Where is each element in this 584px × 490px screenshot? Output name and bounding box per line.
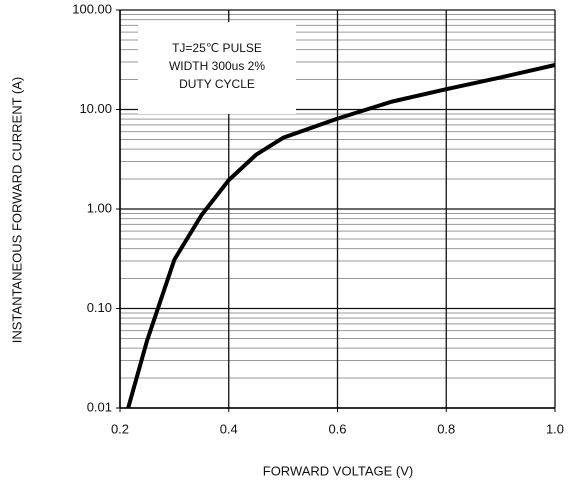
data-line xyxy=(126,63,556,409)
x-tick-label: 0.6 xyxy=(328,421,346,436)
y-axis-label: INSTANTANEOUS FORWARD CURRENT (A) xyxy=(9,77,24,344)
x-tick-label: 0.8 xyxy=(437,421,455,436)
x-tick-label: 0.4 xyxy=(220,421,238,436)
y-tick-label: 10.00 xyxy=(79,101,112,116)
annotation-box xyxy=(138,22,296,114)
annotation: TJ=25℃ PULSE xyxy=(172,41,262,55)
x-tick-label: 0.2 xyxy=(111,421,129,436)
x-tick-label: 1.0 xyxy=(546,421,564,436)
annotation: DUTY CYCLE xyxy=(179,77,255,91)
y-tick-label: 0.01 xyxy=(87,399,112,414)
y-tick-label: 1.00 xyxy=(87,200,112,215)
annotation: WIDTH 300us 2% xyxy=(169,59,265,73)
y-tick-label: 0.10 xyxy=(87,300,112,315)
y-tick-label: 100.00 xyxy=(72,1,112,16)
x-axis-label: FORWARD VOLTAGE (V) xyxy=(263,463,413,478)
